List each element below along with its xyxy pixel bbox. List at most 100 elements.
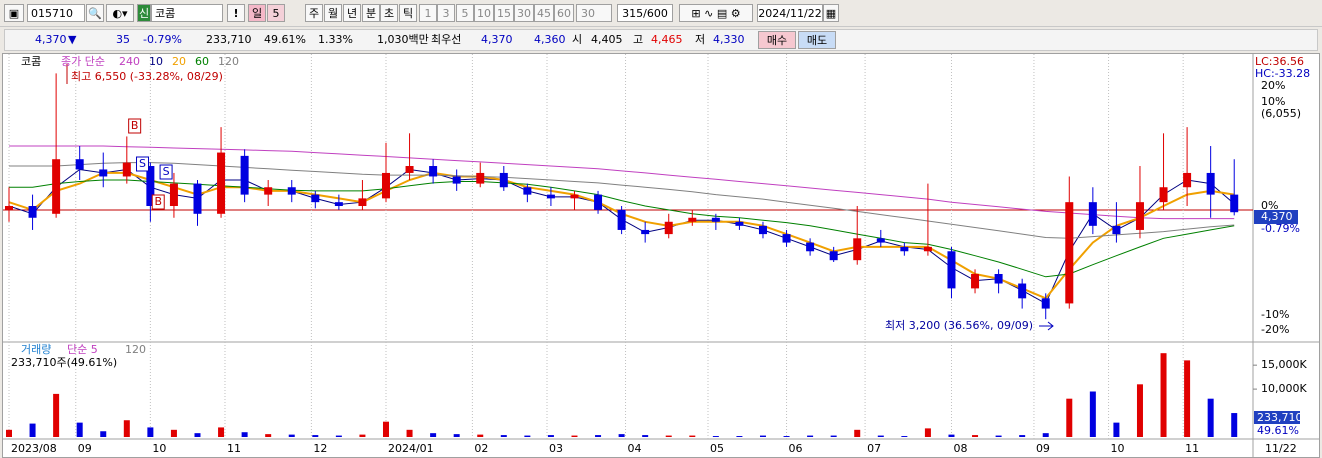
volume-bar xyxy=(76,422,83,437)
quote-open: 4,405 xyxy=(591,33,623,46)
period-button[interactable]: 초 xyxy=(380,4,398,22)
quote-best-bid: 4,360 xyxy=(534,33,566,46)
volume-bar xyxy=(312,435,319,437)
interval-button[interactable]: 60 xyxy=(554,4,574,22)
volume-bar xyxy=(736,436,743,437)
volume-bar xyxy=(500,435,507,437)
candle-body xyxy=(429,166,438,177)
icon[interactable]: ▣ xyxy=(4,4,24,22)
alert[interactable]: ! xyxy=(227,4,245,22)
sell-button[interactable]: 매도 xyxy=(798,31,836,49)
ma-line xyxy=(9,179,1235,278)
quote-volume-ratio: 49.61% xyxy=(264,33,306,46)
signal-label: S xyxy=(163,165,170,178)
x-tick-label: 09 xyxy=(1036,442,1050,455)
market-badge: 신 xyxy=(137,4,151,22)
volume-legend-extra: 120 xyxy=(125,343,146,356)
quote-low-label: 저 xyxy=(695,33,706,46)
volume-bar xyxy=(854,429,861,437)
candle-body xyxy=(452,176,461,184)
x-tick-label: 09 xyxy=(78,442,92,455)
interval-button[interactable]: 45 xyxy=(534,4,554,22)
candle-body xyxy=(900,246,909,252)
x-tick-label: 10 xyxy=(152,442,166,455)
y-label: -0.79% xyxy=(1261,222,1300,235)
candle-body xyxy=(264,187,273,195)
code-input[interactable]: 015710 xyxy=(27,4,85,22)
y-label: 49.61% xyxy=(1257,424,1299,437)
volume-bar xyxy=(1089,391,1096,437)
buy-button[interactable]: 매수 xyxy=(758,31,796,49)
search[interactable]: 🔍 xyxy=(86,4,104,22)
volume-bar xyxy=(123,420,130,437)
x-tick-label: 2023/08 xyxy=(11,442,57,455)
period-button[interactable]: 분 xyxy=(362,4,380,22)
period-button[interactable]: 틱 xyxy=(399,4,417,22)
candle-body xyxy=(523,187,532,195)
period-button[interactable]: 월 xyxy=(324,4,342,22)
volume-bar xyxy=(901,436,908,437)
lc-label: LC:36.56 xyxy=(1255,55,1304,68)
interval-select[interactable]: 30 xyxy=(576,4,612,22)
quote-open-label: 시 xyxy=(572,33,583,46)
interval-button[interactable]: 1 xyxy=(419,4,437,22)
y-label: 233,710 xyxy=(1257,411,1303,424)
interval-button[interactable]: 15 xyxy=(494,4,514,22)
quote-change: 35 xyxy=(116,33,130,46)
interval-button[interactable]: 10 xyxy=(474,4,494,22)
date-input[interactable]: 2024/11/22 xyxy=(757,4,823,22)
x-end-label: 11/22 xyxy=(1265,442,1297,455)
y-label: 4,370 xyxy=(1261,210,1293,223)
signal-box xyxy=(159,164,173,180)
quote-price: 4,370 xyxy=(35,33,67,46)
legend-title: 종가 단순 xyxy=(61,55,105,68)
candle-body xyxy=(5,205,13,210)
volume-bar xyxy=(1019,435,1026,437)
volume-bar xyxy=(335,435,342,437)
legend-entry: 240 xyxy=(119,55,140,68)
candle-body xyxy=(711,217,720,222)
volume-bar xyxy=(100,431,107,437)
candle-body xyxy=(381,172,390,199)
period-button[interactable]: 주 xyxy=(305,4,323,22)
candle-body xyxy=(240,155,249,195)
candle-body xyxy=(782,234,791,243)
period-button[interactable]: 일 xyxy=(248,4,266,22)
interval-button[interactable]: 5 xyxy=(456,4,474,22)
low-arrow xyxy=(1039,321,1054,331)
count[interactable]: 315/600 xyxy=(617,4,673,22)
candle-body xyxy=(971,273,980,289)
candle-body xyxy=(664,221,673,235)
candle-body xyxy=(99,169,108,177)
volume-box xyxy=(1254,411,1300,424)
quote-volume: 233,710 xyxy=(206,33,252,46)
candle-body xyxy=(1112,225,1121,235)
tool-icons[interactable]: ⊞ ∿ ▤ ⚙ xyxy=(679,4,753,22)
legend-entry: 120 xyxy=(218,55,239,68)
signal-box xyxy=(151,194,165,210)
interval-button[interactable]: 30 xyxy=(514,4,534,22)
period-button[interactable]: 5 xyxy=(267,4,285,22)
candle-body xyxy=(594,194,603,210)
candle-body xyxy=(947,251,956,289)
quote-change-pct: -0.79% xyxy=(143,33,182,46)
y-label: 0% xyxy=(1261,199,1278,212)
volume-bar xyxy=(595,435,602,437)
high-note: 최고 6,550 (-33.28%, 08/29) xyxy=(71,70,223,83)
legend-entry: 10 xyxy=(149,55,163,68)
period-button[interactable]: 년 xyxy=(343,4,361,22)
name-input[interactable]: 코콤 xyxy=(151,4,223,22)
volume-bar xyxy=(430,433,437,437)
volume-bar xyxy=(995,435,1002,437)
ma-line xyxy=(9,162,1235,239)
quote-bar xyxy=(4,29,1318,51)
volume-bar xyxy=(783,436,790,437)
volume-bar xyxy=(712,436,719,437)
y-label: 10% xyxy=(1261,95,1285,108)
y-label: 20% xyxy=(1261,79,1285,92)
interval-button[interactable]: 3 xyxy=(437,4,455,22)
volume-bar xyxy=(759,435,766,437)
sound[interactable]: ◐▾ xyxy=(106,4,134,22)
volume-bar xyxy=(53,393,60,437)
calendar[interactable]: ▦ xyxy=(823,4,839,22)
